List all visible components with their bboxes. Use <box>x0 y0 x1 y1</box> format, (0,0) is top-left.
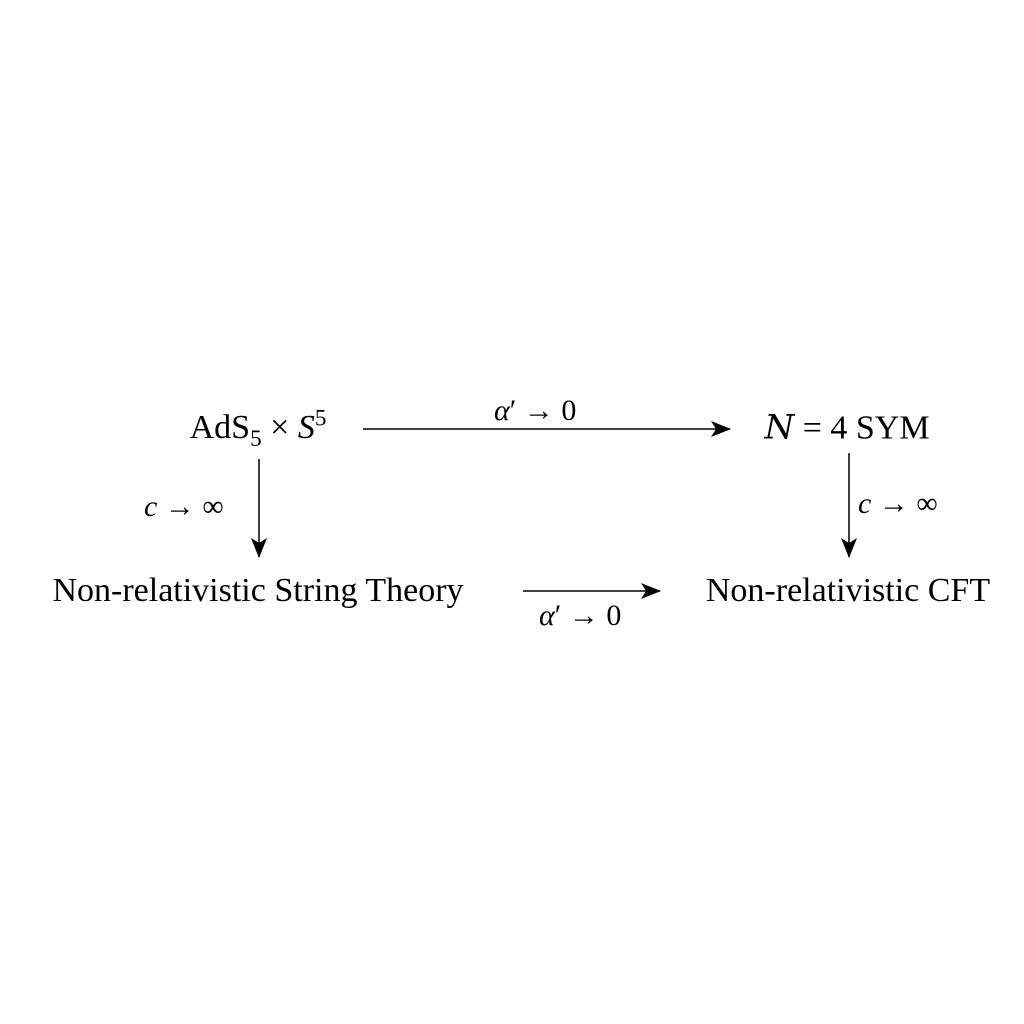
label-top-alpha-limit: α′ → 0 <box>494 396 576 426</box>
prime-symbol: ′ <box>554 599 562 632</box>
node-nonrel-string-theory: Non-relativistic String Theory <box>52 572 464 609</box>
limit-text: → ∞ <box>157 490 224 523</box>
limit-text: → 0 <box>561 599 622 632</box>
alpha-symbol: α <box>539 599 555 632</box>
node-n4-sym: N = 4 SYM <box>764 411 929 446</box>
label-bottom-alpha-limit: α′ → 0 <box>539 601 621 631</box>
prime-symbol: ′ <box>509 394 517 427</box>
ads-base: AdS <box>189 409 251 446</box>
node-ads5-s5: AdS5 × S5 <box>189 407 327 450</box>
label-left-c-limit: c → ∞ <box>144 492 224 522</box>
c-symbol: c <box>858 487 872 520</box>
sym-rest: = 4 SYM <box>794 409 930 447</box>
node-nonrel-cft: Non-relativistic CFT <box>705 572 991 609</box>
sphere-symbol: S <box>297 409 315 446</box>
calligraphic-n: N <box>764 407 795 448</box>
sphere-superscript: 5 <box>314 405 327 432</box>
ads-subscript: 5 <box>250 425 262 452</box>
limit-text: → ∞ <box>871 487 938 520</box>
limit-text: → 0 <box>516 394 577 427</box>
times-symbol: × <box>270 409 290 446</box>
alpha-symbol: α <box>494 394 510 427</box>
label-right-c-limit: c → ∞ <box>858 489 938 519</box>
c-symbol: c <box>144 490 158 523</box>
